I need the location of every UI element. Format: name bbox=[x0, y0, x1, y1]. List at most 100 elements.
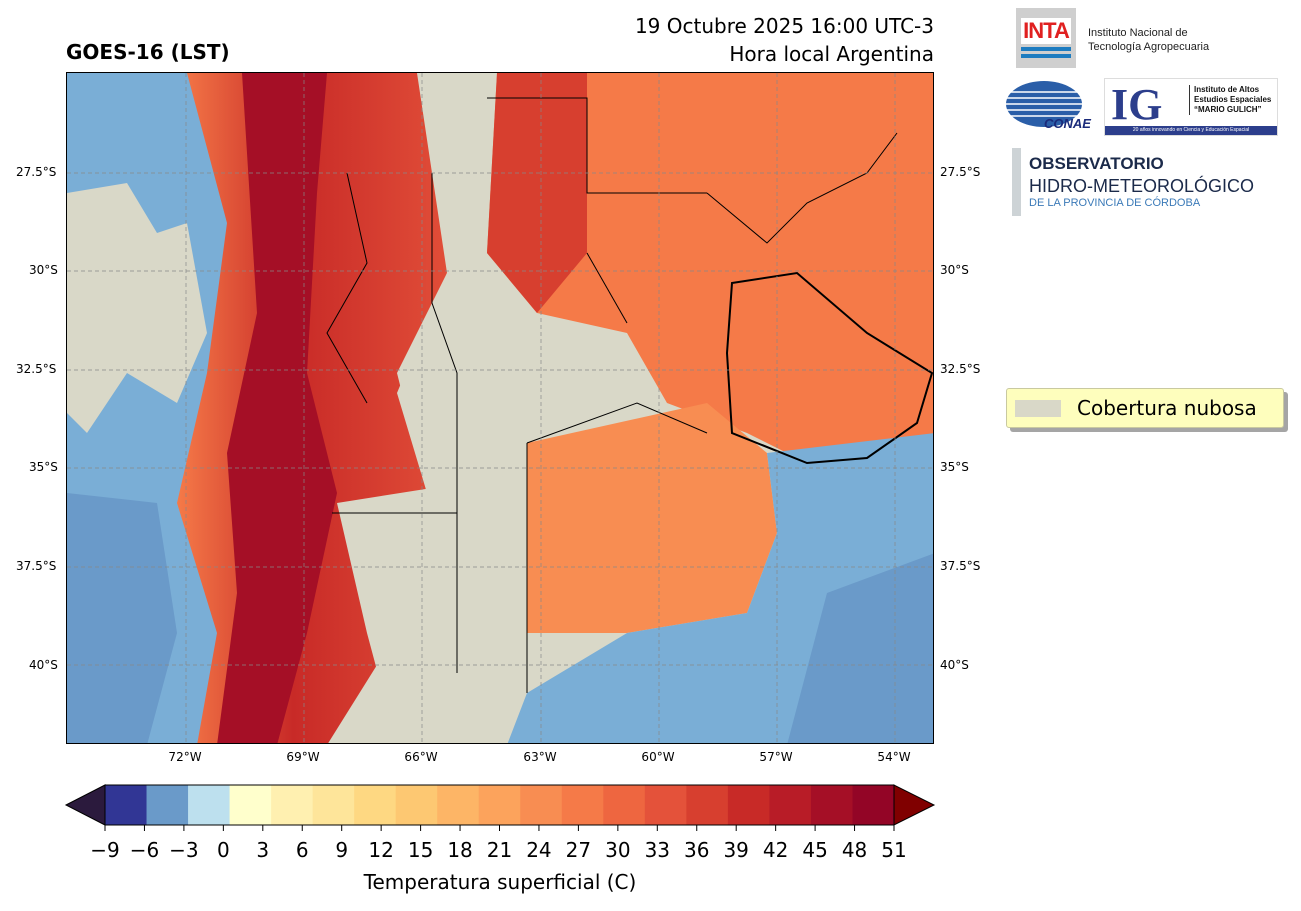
uruguay-outline bbox=[725, 271, 933, 465]
pacific-deep bbox=[67, 493, 177, 743]
conae-mark: CONAE bbox=[1044, 116, 1091, 131]
observatorio-bar bbox=[1012, 148, 1021, 216]
colorbar-tick-label: −9 bbox=[90, 838, 120, 862]
colorbar-tick-label: 0 bbox=[216, 838, 230, 862]
colorbar-segment bbox=[146, 785, 189, 825]
buenos-aires-warm bbox=[527, 403, 777, 633]
colorbar-segment bbox=[395, 785, 438, 825]
inta-name: Instituto Nacional de Tecnología Agropec… bbox=[1088, 26, 1209, 54]
inta-stripe bbox=[1021, 47, 1071, 51]
andes-core bbox=[217, 73, 337, 743]
lst-map bbox=[66, 72, 934, 744]
colorbar-tick-label: 6 bbox=[295, 838, 309, 862]
colorbar-segment bbox=[354, 785, 397, 825]
cloud-swatch bbox=[1015, 399, 1061, 417]
colorbar-label: Temperatura superficial (C) bbox=[363, 870, 637, 894]
inta-stripe bbox=[1021, 54, 1071, 58]
cloud-legend-label: Cobertura nubosa bbox=[1077, 396, 1257, 420]
colorbar-tick-label: 33 bbox=[644, 838, 671, 862]
colorbar bbox=[64, 784, 936, 831]
colorbar-tick-label: 18 bbox=[447, 838, 473, 862]
colorbar-segment bbox=[229, 785, 272, 825]
lon-tick: 72°W bbox=[168, 750, 202, 764]
colorbar-tick-label: 51 bbox=[881, 838, 907, 862]
lat-tick-left: 35°S bbox=[29, 460, 58, 474]
colorbar-tick-label: 39 bbox=[723, 838, 749, 862]
colorbar-under-arrow bbox=[64, 784, 106, 826]
colorbar-tick-label: 45 bbox=[802, 838, 828, 862]
lon-tick: 57°W bbox=[759, 750, 793, 764]
colorbar-tick-label: 36 bbox=[684, 838, 710, 862]
colorbar-tick-label: 12 bbox=[368, 838, 394, 862]
colorbar-tick-label: 24 bbox=[526, 838, 552, 862]
lat-tick-right: 30°S bbox=[940, 263, 969, 277]
colorbar-tick-label: −6 bbox=[129, 838, 160, 862]
product-title: GOES-16 (LST) bbox=[66, 40, 230, 64]
colorbar-segment bbox=[603, 785, 646, 825]
cloud-legend: Cobertura nubosa bbox=[1006, 388, 1284, 428]
colorbar-segment bbox=[561, 785, 604, 825]
lat-tick-left: 30°S bbox=[29, 263, 58, 277]
datetime-block: 19 Octubre 2025 16:00 UTC-3 Hora local A… bbox=[635, 12, 934, 68]
lat-tick-right: 40°S bbox=[940, 658, 969, 672]
lon-tick: 66°W bbox=[404, 750, 438, 764]
colorbar-tick-label: 9 bbox=[335, 838, 349, 862]
province-boundaries bbox=[326, 97, 898, 693]
lat-tick-left: 27.5°S bbox=[16, 165, 57, 179]
colorbar-segment bbox=[437, 785, 480, 825]
colorbar-segment bbox=[312, 785, 355, 825]
ig-name: Instituto de Altos Estudios Espaciales “… bbox=[1189, 85, 1271, 115]
lon-tick: 63°W bbox=[523, 750, 557, 764]
ig-name-line: Instituto de Altos bbox=[1194, 85, 1260, 94]
lat-tick-left: 32.5°S bbox=[16, 362, 57, 376]
colorbar-segment bbox=[769, 785, 812, 825]
inta-name-line: Instituto Nacional de bbox=[1088, 27, 1188, 39]
datetime-label: 19 Octubre 2025 16:00 UTC-3 bbox=[634, 14, 934, 38]
conae-logo bbox=[1006, 81, 1082, 127]
observatorio-line1: OBSERVATORIO bbox=[1029, 154, 1164, 173]
lat-tick-left: 40°S bbox=[29, 658, 58, 672]
ig-logo: IG Instituto de Altos Estudios Espaciale… bbox=[1104, 78, 1278, 136]
ig-name-line: “MARIO GULICH” bbox=[1194, 105, 1262, 114]
ig-mark: IG bbox=[1111, 80, 1163, 129]
colorbar-segment bbox=[520, 785, 563, 825]
observatorio-line2: HIDRO-METEOROLÓGICO bbox=[1029, 176, 1255, 196]
colorbar-segment bbox=[727, 785, 770, 825]
colorbar-segment bbox=[188, 785, 231, 825]
timezone-label: Hora local Argentina bbox=[729, 42, 934, 66]
atlantic-deep bbox=[787, 553, 933, 743]
northeast-warm bbox=[487, 73, 933, 473]
inta-logo: INTA bbox=[1016, 8, 1076, 68]
colorbar-over-arrow bbox=[893, 784, 936, 826]
colorbar-tick-label: 48 bbox=[841, 838, 868, 862]
lon-tick: 60°W bbox=[641, 750, 675, 764]
lat-tick-right: 32.5°S bbox=[940, 362, 981, 376]
colorbar-tick-label: 3 bbox=[256, 838, 270, 862]
lat-tick-right: 37.5°S bbox=[940, 559, 981, 573]
lon-tick: 69°W bbox=[286, 750, 320, 764]
lon-tick: 54°W bbox=[877, 750, 911, 764]
ig-name-line: Estudios Espaciales bbox=[1194, 95, 1272, 104]
colorbar-segment bbox=[105, 785, 148, 825]
lat-tick-left: 37.5°S bbox=[16, 559, 57, 573]
chaco-hot bbox=[487, 73, 587, 313]
colorbar-tick-label: 15 bbox=[407, 838, 434, 862]
colorbar-segment bbox=[478, 785, 521, 825]
colorbar-tick-label: −3 bbox=[169, 838, 199, 862]
colorbar-tick-label: 30 bbox=[605, 838, 631, 862]
colorbar-segment bbox=[810, 785, 853, 825]
observatorio-line3: DE LA PROVINCIA DE CÓRDOBA bbox=[1029, 197, 1201, 209]
colorbar-tick-label: 21 bbox=[486, 838, 513, 862]
chile-cloud-patches bbox=[67, 183, 207, 433]
inta-name-line: Tecnología Agropecuaria bbox=[1088, 41, 1210, 53]
colorbar-segment bbox=[271, 785, 314, 825]
colorbar-tick-label: 42 bbox=[762, 838, 789, 862]
colorbar-segment bbox=[852, 785, 895, 825]
graticule bbox=[67, 73, 933, 743]
lat-tick-right: 27.5°S bbox=[940, 165, 981, 179]
pampa-cloud-zone bbox=[337, 473, 527, 743]
map-canvas bbox=[67, 73, 933, 743]
colorbar-segment bbox=[644, 785, 687, 825]
colorbar-segment bbox=[686, 785, 729, 825]
lat-tick-right: 35°S bbox=[940, 460, 969, 474]
